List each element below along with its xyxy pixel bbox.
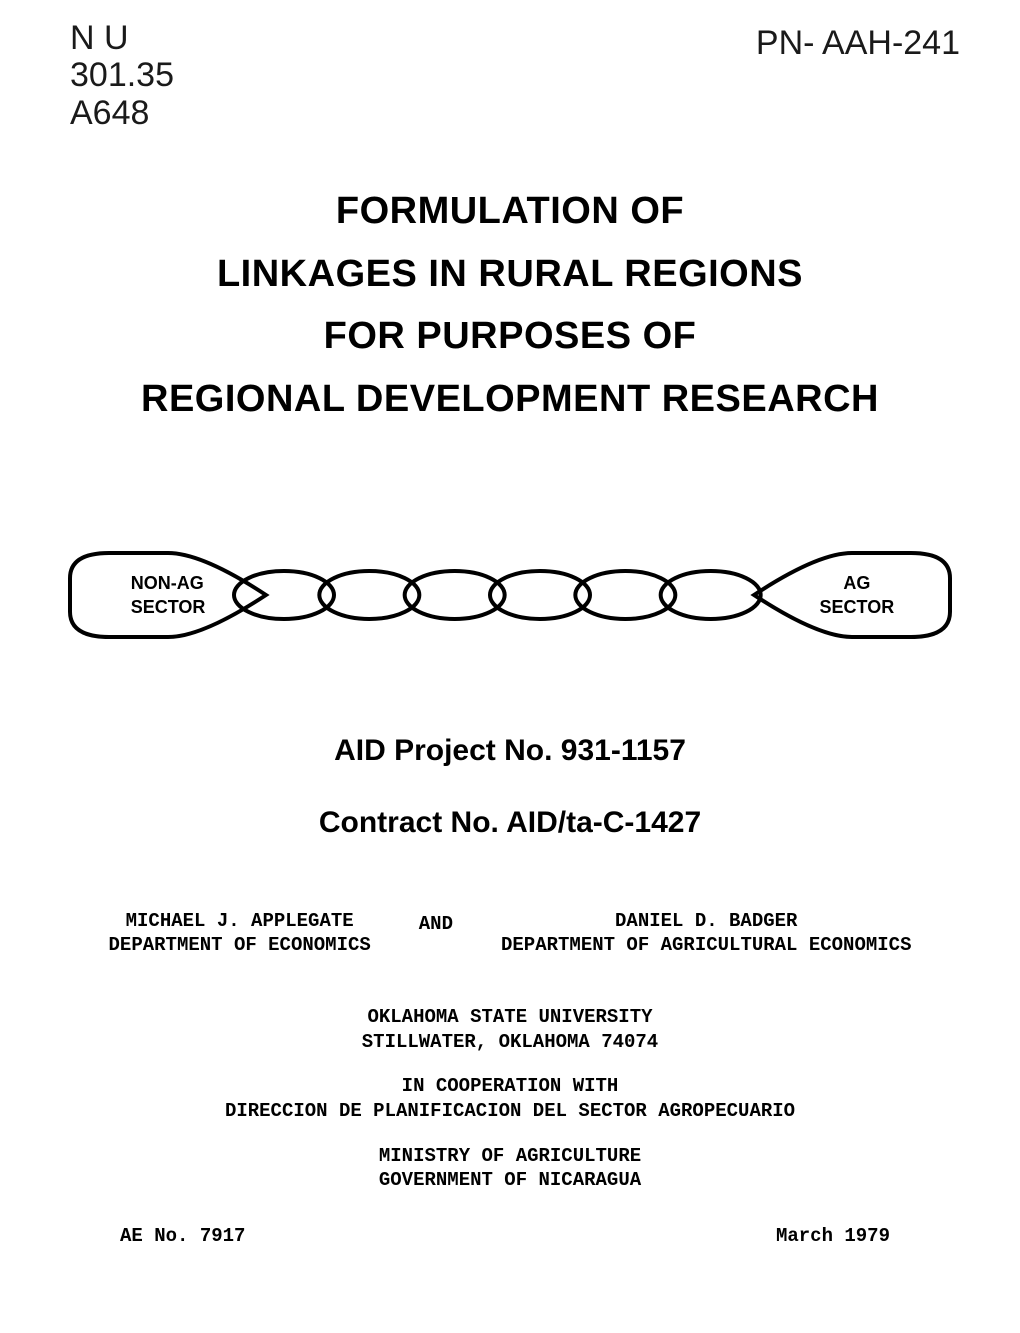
handwriting-line: A648 [70, 95, 174, 132]
title-line: FOR PURPOSES OF [0, 305, 1020, 368]
author-left: MICHAEL J. APPLEGATE DEPARTMENT OF ECONO… [109, 910, 371, 958]
affiliation-line: GOVERNMENT OF NICARAGUA [0, 1168, 1020, 1193]
affiliation-line: IN COOPERATION WITH [0, 1074, 1020, 1099]
handwriting-line: 301.35 [70, 57, 174, 94]
government-block: MINISTRY OF AGRICULTURE GOVERNMENT OF NI… [0, 1144, 1020, 1193]
author-dept: DEPARTMENT OF ECONOMICS [109, 934, 371, 958]
author-name: MICHAEL J. APPLEGATE [109, 910, 371, 934]
project-number: AID Project No. 931-1157 [0, 730, 1020, 772]
svg-text:AG: AG [843, 573, 870, 593]
author-dept: DEPARTMENT OF AGRICULTURAL ECONOMICS [501, 934, 911, 958]
affiliation-line: STILLWATER, OKLAHOMA 74074 [0, 1030, 1020, 1055]
title-line: FORMULATION OF [0, 180, 1020, 243]
authors-joiner: AND [419, 910, 453, 937]
affiliation-line: DIRECCION DE PLANIFICACION DEL SECTOR AG… [0, 1099, 1020, 1124]
handwritten-top-left: N U 301.35 A648 [70, 20, 174, 132]
document-title: FORMULATION OF LINKAGES IN RURAL REGIONS… [0, 180, 1020, 431]
project-info: AID Project No. 931-1157 Contract No. AI… [0, 730, 1020, 844]
ae-number: AE No. 7917 [120, 1225, 245, 1247]
university-block: OKLAHOMA STATE UNIVERSITY STILLWATER, OK… [0, 1005, 1020, 1054]
footer-row: AE No. 7917 March 1979 [0, 1225, 1020, 1247]
handwritten-top-right: PN- AAH-241 [756, 24, 960, 63]
title-line: LINKAGES IN RURAL REGIONS [0, 243, 1020, 306]
svg-text:NON-AG: NON-AG [131, 573, 204, 593]
document-page: N U 301.35 A648 PN- AAH-241 FORMULATION … [0, 0, 1020, 1333]
affiliation-line: MINISTRY OF AGRICULTURE [0, 1144, 1020, 1169]
author-right: DANIEL D. BADGER DEPARTMENT OF AGRICULTU… [501, 910, 911, 958]
cooperation-block: IN COOPERATION WITH DIRECCION DE PLANIFI… [0, 1074, 1020, 1123]
title-line: REGIONAL DEVELOPMENT RESEARCH [0, 368, 1020, 431]
contract-number: Contract No. AID/ta-C-1427 [0, 802, 1020, 844]
affiliation-line: OKLAHOMA STATE UNIVERSITY [0, 1005, 1020, 1030]
authors-block: MICHAEL J. APPLEGATE DEPARTMENT OF ECONO… [0, 910, 1020, 958]
affiliation-block: OKLAHOMA STATE UNIVERSITY STILLWATER, OK… [0, 1005, 1020, 1213]
svg-text:SECTOR: SECTOR [131, 597, 206, 617]
author-name: DANIEL D. BADGER [501, 910, 911, 934]
handwriting-line: N U [70, 20, 174, 57]
svg-text:SECTOR: SECTOR [820, 597, 895, 617]
chain-diagram: NON-AG SECTOR AG SECTOR [60, 540, 960, 650]
publication-date: March 1979 [776, 1225, 890, 1247]
chain-svg: NON-AG SECTOR AG SECTOR [60, 540, 960, 650]
